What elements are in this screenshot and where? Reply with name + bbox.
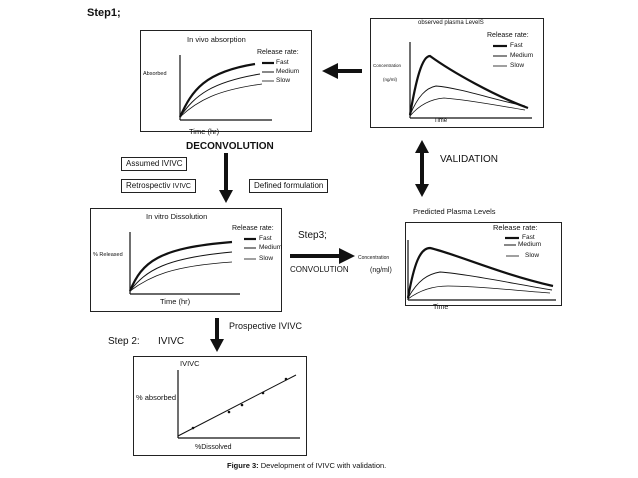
- invivo-legend-medium: Medium: [276, 68, 300, 75]
- invivo-curve-fast: [178, 62, 256, 118]
- invitro-curve-medium: [129, 251, 233, 292]
- observed-ylabel-2: (ng/ml): [383, 77, 398, 82]
- ivivc-point-5: [284, 377, 288, 381]
- ivivc-point-2: [227, 410, 231, 414]
- ivivc-xlabel: %Dissolved: [195, 444, 232, 451]
- step2-label: Step 2:: [108, 336, 140, 347]
- assumed-ivivc-box: Assumed IVIVC: [121, 157, 188, 171]
- predicted-curve-fast: [406, 246, 554, 299]
- defined-formulation-box: Defined formulation: [249, 179, 329, 193]
- invitro-panel: [90, 208, 282, 312]
- convolution-label: CONVOLUTION: [290, 265, 349, 274]
- observed-xlabel: Time: [434, 118, 448, 124]
- predicted-ylabel-1: Concentration: [358, 255, 390, 261]
- predicted-legend-medium: Medium: [518, 241, 542, 248]
- invitro-legend-slow: Slow: [259, 255, 274, 262]
- invitro-legend-fast: Fast: [259, 235, 272, 242]
- ivivc-point-4: [261, 391, 265, 395]
- step1-label: Step1;: [87, 7, 121, 19]
- observed-title: observed plasma LevelS: [418, 20, 484, 26]
- invitro-legend-title: Release rate:: [232, 225, 274, 232]
- step2-ivivc-label: IVIVC: [158, 336, 185, 347]
- observed-curve-fast: [408, 54, 529, 116]
- observed-legend-fast: Fast: [510, 42, 523, 49]
- invitro-ylabel: % Released: [93, 252, 123, 258]
- invivo-curve-medium: [179, 73, 261, 118]
- predicted-legend-slow: Slow: [525, 252, 540, 259]
- invitro-curve-fast: [128, 240, 233, 292]
- observed-curve-medium: [409, 85, 526, 116]
- arrow-left-head: [322, 63, 338, 79]
- prospective-ivivc-label: Prospective IVIVC: [229, 321, 303, 331]
- invivo-panel: [140, 30, 312, 132]
- ivivc-point-1: [191, 426, 195, 430]
- ivivc-point-3: [240, 403, 244, 407]
- invivo-xlabel: Time (hr): [189, 127, 220, 136]
- invivo-curve-slow: [179, 83, 263, 118]
- arrow-updown-head-top: [415, 140, 429, 153]
- ivivc-ylabel: % absorbed: [136, 393, 177, 402]
- invitro-title: In vitro Dissolution: [146, 212, 208, 221]
- step3-label: Step3;: [298, 230, 327, 241]
- invivo-legend-title: Release rate:: [257, 49, 299, 56]
- arrow-updown-head-bottom: [415, 184, 429, 197]
- arrow-down-2-head: [210, 339, 224, 352]
- observed-legend-medium: Medium: [510, 52, 534, 59]
- invitro-legend-medium: Medium: [259, 244, 283, 251]
- ivivc-fit-line: [177, 374, 297, 437]
- ivivc-title: IVIVC: [180, 359, 200, 368]
- invitro-curve-slow: [129, 261, 233, 292]
- predicted-legend-fast: Fast: [522, 234, 535, 241]
- predicted-curve-slow: [407, 285, 551, 300]
- invivo-legend-fast: Fast: [276, 59, 289, 66]
- caption-text: Development of IVIVC with validation.: [260, 461, 387, 470]
- ivivc-panel: [133, 356, 307, 456]
- arrow-right-head: [339, 248, 355, 264]
- caption-figure-number: Figure 3:: [227, 461, 259, 470]
- observed-ylabel-1: Concentration: [373, 63, 402, 68]
- predicted-curve-medium: [407, 271, 553, 299]
- observed-legend-slow: Slow: [510, 62, 525, 69]
- validation-label: VALIDATION: [440, 154, 498, 165]
- predicted-xlabel: Time: [433, 304, 449, 311]
- observed-legend-title: Release rate:: [487, 32, 529, 39]
- invivo-title: In vivo absorption: [187, 35, 246, 44]
- deconvolution-label: DECONVOLUTION: [186, 141, 274, 152]
- predicted-title: Predicted Plasma Levels: [413, 207, 496, 216]
- predicted-legend-title: Release rate:: [493, 223, 538, 232]
- predicted-ylabel-2: (ng/ml): [370, 267, 392, 274]
- invitro-xlabel: Time (hr): [160, 297, 191, 306]
- observed-curve-slow: [409, 97, 526, 117]
- retrospective-ivivc-text-b: IVIVC: [172, 183, 191, 190]
- retrospective-ivivc-text-a: Retrospectiv: [126, 181, 171, 190]
- invivo-ylabel: Absorbed: [143, 71, 167, 77]
- arrow-down-1-head: [219, 190, 233, 203]
- figure-caption: Figure 3: Development of IVIVC with vali…: [227, 462, 386, 470]
- invivo-legend-slow: Slow: [276, 77, 291, 84]
- retrospective-ivivc-box: Retrospectiv IVIVC: [121, 179, 196, 193]
